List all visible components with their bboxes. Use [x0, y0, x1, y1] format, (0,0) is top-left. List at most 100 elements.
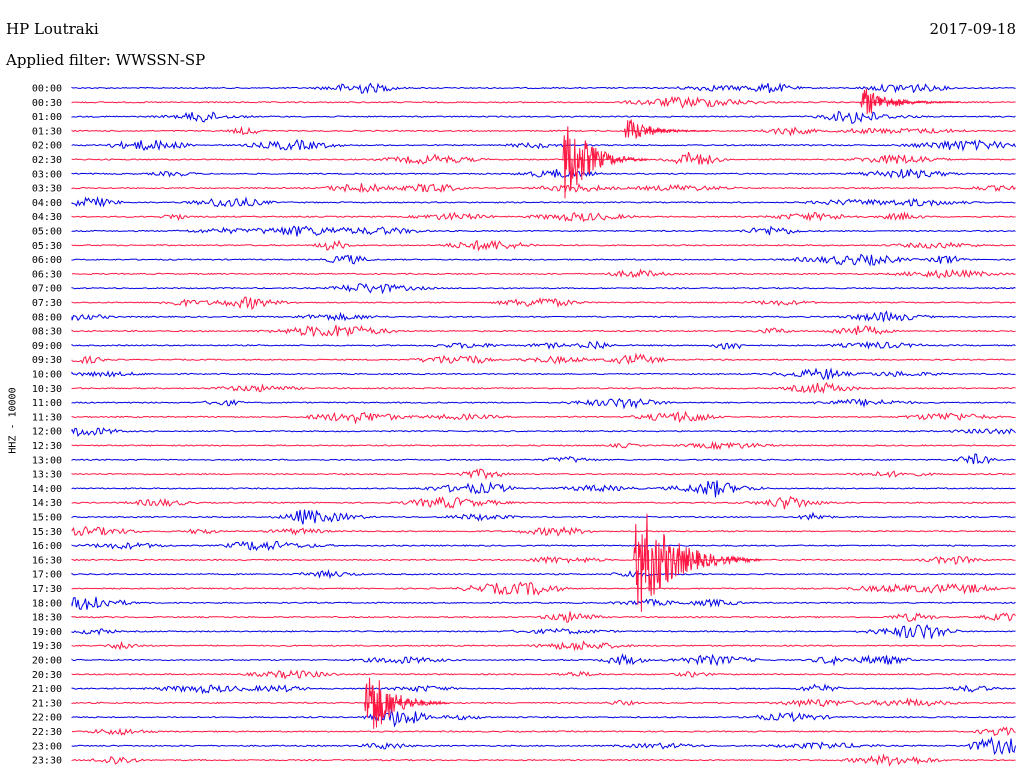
time-label: 23:30: [32, 756, 62, 767]
time-label: 19:30: [32, 641, 62, 652]
trace-line: [71, 310, 1016, 322]
time-label: 13:00: [32, 455, 62, 466]
time-label: 06:30: [32, 269, 62, 280]
time-label: 10:30: [32, 384, 62, 395]
trace-line: [71, 568, 1016, 580]
trace-line: [71, 611, 1016, 623]
station-title: HP Loutraki: [6, 20, 99, 38]
trace-line: [71, 268, 1016, 279]
trace-line: [71, 495, 1016, 510]
time-label: 07:00: [32, 284, 62, 295]
trace-line: [71, 352, 1016, 365]
trace-line: [71, 410, 1016, 425]
time-label: 02:00: [32, 141, 62, 152]
filter-label: Applied filter: WWSSN-SP: [6, 51, 206, 69]
trace-line: [71, 82, 1016, 94]
trace-line: [71, 624, 1016, 640]
trace-line: [71, 381, 1016, 394]
time-label: 14:00: [32, 484, 62, 495]
trace-line: [71, 152, 1016, 165]
trace-line: [71, 125, 1016, 137]
time-label: 12:30: [32, 441, 62, 452]
trace-line: [71, 525, 1016, 537]
trace-line: [71, 736, 1016, 756]
time-label: 01:00: [32, 112, 62, 123]
trace-line: [71, 296, 1016, 311]
time-label: 00:30: [32, 98, 62, 109]
trace-line: [71, 683, 1016, 695]
trace-line: [71, 211, 1016, 223]
time-label: 16:30: [32, 555, 62, 566]
time-label: 09:30: [32, 355, 62, 366]
trace-line: [71, 440, 1016, 451]
time-label: 18:00: [32, 598, 62, 609]
trace-line: [71, 239, 1016, 252]
seismic-traces: [71, 82, 1016, 767]
time-label: 07:30: [32, 298, 62, 309]
trace-line: [71, 581, 1016, 596]
event-1630: [633, 513, 762, 612]
trace-line: [71, 324, 1016, 338]
trace-line: [71, 196, 1016, 208]
trace-line: [71, 138, 1016, 152]
time-label: 04:00: [32, 198, 62, 209]
trace-line: [71, 596, 1016, 611]
time-label: 03:00: [32, 169, 62, 180]
time-label: 09:00: [32, 341, 62, 352]
trace-line: [71, 168, 1016, 179]
trace-line: [71, 555, 1016, 565]
trace-line: [71, 427, 1016, 437]
time-label: 02:30: [32, 155, 62, 166]
time-label: 21:30: [32, 698, 62, 709]
time-label: 17:00: [32, 570, 62, 581]
time-label: 20:30: [32, 670, 62, 681]
time-labels: 00:00 00:30 01:00 01:30 02:00 02:30 03:00 03:30…: [32, 84, 62, 767]
time-label: 00:00: [32, 84, 62, 95]
record-date: 2017-09-18: [929, 20, 1016, 38]
trace-line: [71, 726, 1016, 737]
trace-line: [71, 340, 1016, 350]
trace-line: [71, 653, 1016, 667]
time-label: 16:00: [32, 541, 62, 552]
trace-line: [71, 225, 1016, 237]
time-label: 13:30: [32, 470, 62, 481]
trace-line: [71, 697, 1016, 708]
trace-line: [71, 708, 1016, 728]
trace-line: [71, 95, 1016, 109]
time-label: 15:00: [32, 513, 62, 524]
trace-line: [71, 753, 1016, 767]
time-label: 11:00: [32, 398, 62, 409]
time-label: 05:30: [32, 241, 62, 252]
event-2130: [364, 677, 450, 729]
event-0130: [623, 119, 709, 140]
time-label: 14:30: [32, 498, 62, 509]
time-label: 08:00: [32, 312, 62, 323]
time-label: 21:00: [32, 684, 62, 695]
trace-line: [71, 111, 1016, 124]
trace-line: [71, 669, 1016, 680]
time-label: 04:30: [32, 212, 62, 223]
time-label: 15:30: [32, 527, 62, 538]
time-label: 22:00: [32, 713, 62, 724]
time-label: 20:00: [32, 656, 62, 667]
time-label: 01:30: [32, 126, 62, 137]
time-label: 10:00: [32, 370, 62, 381]
trace-line: [71, 283, 1016, 295]
time-label: 06:00: [32, 255, 62, 266]
trace-line: [71, 398, 1016, 410]
trace-line: [71, 367, 1016, 381]
trace-line: [71, 253, 1016, 267]
trace-line: [71, 540, 1016, 552]
trace-line: [71, 453, 1016, 465]
trace-line: [71, 640, 1016, 652]
time-label: 03:30: [32, 184, 62, 195]
event-0030: [859, 88, 960, 115]
time-label: 18:30: [32, 613, 62, 624]
trace-line: [71, 468, 1016, 480]
time-label: 17:30: [32, 584, 62, 595]
time-label: 22:30: [32, 727, 62, 738]
time-label: 23:00: [32, 741, 62, 752]
time-label: 08:30: [32, 327, 62, 338]
time-label: 11:30: [32, 412, 62, 423]
